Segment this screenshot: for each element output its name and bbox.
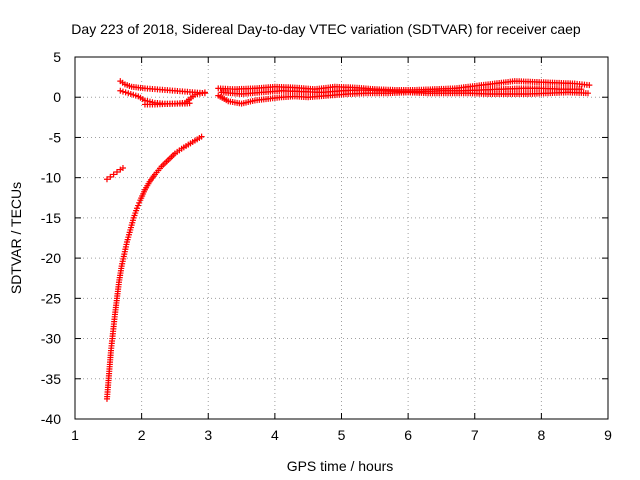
y-tick-label: -40 <box>41 411 61 427</box>
x-tick-label: 7 <box>471 427 479 443</box>
chart-title: Day 223 of 2018, Sidereal Day-to-day VTE… <box>71 21 581 37</box>
data-point <box>107 173 114 180</box>
x-axis-label: GPS time / hours <box>287 458 394 474</box>
data-point <box>201 89 208 96</box>
y-tick-label: -35 <box>41 371 61 387</box>
data-point <box>136 199 143 206</box>
data-point <box>586 82 593 89</box>
y-tick-label: -25 <box>41 290 61 306</box>
y-tick-label: 0 <box>53 89 61 105</box>
data-point <box>113 169 120 176</box>
data-point <box>110 171 117 178</box>
x-tick-label: 4 <box>271 427 279 443</box>
x-tick-label: 3 <box>204 427 212 443</box>
y-tick-label: -15 <box>41 210 61 226</box>
y-tick-label: 5 <box>53 49 61 65</box>
x-tick-label: 1 <box>71 427 79 443</box>
data-point <box>198 133 205 140</box>
y-tick-label: -10 <box>41 170 61 186</box>
data-point <box>119 165 126 172</box>
y-tick-label: -20 <box>41 250 61 266</box>
data-point <box>119 88 126 95</box>
x-tick-label: 6 <box>404 427 412 443</box>
x-tick-label: 8 <box>537 427 545 443</box>
data-points <box>103 78 593 402</box>
x-tick-label: 9 <box>604 427 612 443</box>
x-tick-label: 5 <box>338 427 346 443</box>
data-point <box>122 89 129 96</box>
y-tick-label: -30 <box>41 331 61 347</box>
tick-labels: 1 2 3 4 5 6 7 8 9 5 0 -5 -10 -15 -20 -25 -30 -35 -40 <box>41 49 612 443</box>
data-point <box>585 90 592 97</box>
axis-ticks <box>74 56 609 420</box>
data-point <box>186 100 193 107</box>
data-point <box>135 202 142 209</box>
grid <box>75 57 608 419</box>
data-point <box>103 176 110 183</box>
data-point <box>133 205 140 212</box>
x-tick-label: 2 <box>138 427 146 443</box>
y-axis-label: SDTVAR / TECUs <box>8 182 24 294</box>
data-point <box>117 87 124 94</box>
data-point <box>578 86 585 93</box>
y-tick-label: -5 <box>49 129 62 145</box>
